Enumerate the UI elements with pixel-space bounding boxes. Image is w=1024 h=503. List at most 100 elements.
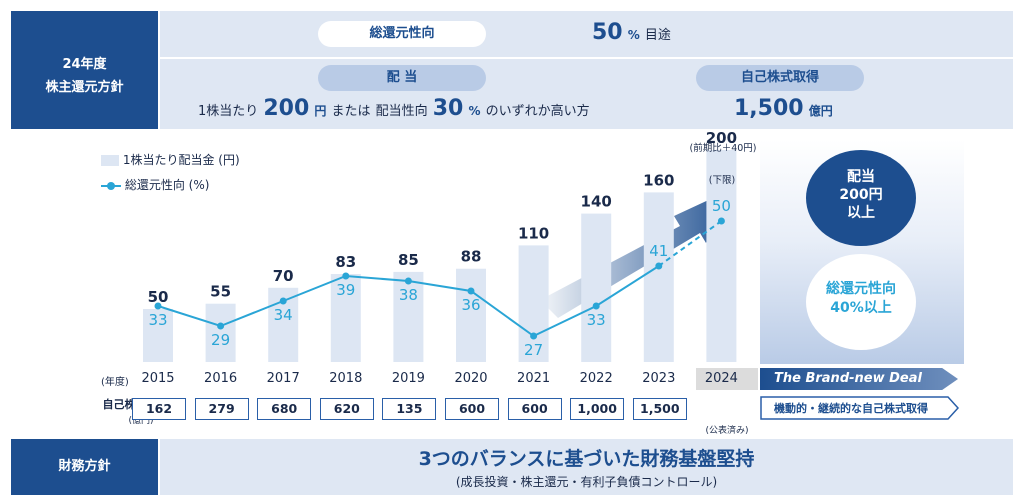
legend-bar-label: 1株当たり配当金 (円) bbox=[122, 153, 240, 167]
legend-line: 総還元性向 (%) bbox=[101, 176, 240, 194]
total-return-line-forecast bbox=[658, 220, 722, 267]
dividend-desc-4: のいずれか高い方 bbox=[485, 104, 590, 119]
buyback-value-2020: 600 bbox=[445, 398, 499, 420]
dividend-goal-line3: 以上 bbox=[847, 205, 875, 221]
buyback-value-2022: 1,000 bbox=[570, 398, 625, 420]
year-label-2019: 2019 bbox=[391, 371, 425, 386]
dividend-ratio-unit: % bbox=[468, 104, 481, 118]
year-label-2016: 2016 bbox=[204, 371, 238, 386]
year-label-2024: 2024 bbox=[704, 371, 738, 386]
dividend-label-2016: 55 bbox=[210, 283, 231, 301]
total-return-point-2019 bbox=[404, 277, 412, 285]
total-return-value: 50 bbox=[592, 20, 623, 45]
buyback-pill: 自己株式取得 bbox=[696, 65, 864, 91]
year-2024-highlight bbox=[696, 368, 758, 390]
dividend-bar-2022 bbox=[581, 213, 612, 362]
total-return-label-2020: 36 bbox=[461, 296, 480, 314]
dividend-label-2023: 160 bbox=[643, 171, 674, 189]
total-return-goal-line2: 40%以上 bbox=[830, 300, 892, 316]
annotation-2024-top: (前期比＋40円) bbox=[689, 143, 757, 154]
total-return-label-2024: 50 bbox=[712, 197, 731, 215]
policy-label-line2: 株主還元方針 bbox=[45, 80, 124, 95]
buyback-amount: 1,500 bbox=[734, 96, 804, 121]
dividend-label-2021: 110 bbox=[518, 224, 549, 242]
dividend-bar-2021 bbox=[518, 245, 549, 362]
total-return-label-2021: 27 bbox=[524, 341, 543, 359]
buyback-unit: 億円 bbox=[808, 104, 833, 118]
total-return-point-2022 bbox=[592, 302, 600, 310]
dividend-goal-circle: 配当 200円 以上 bbox=[806, 150, 916, 246]
dividend-goal-line2: 200円 bbox=[839, 187, 883, 203]
dividend-goal-line1: 配当 bbox=[847, 169, 875, 185]
year-label-2015: 2015 bbox=[141, 371, 175, 386]
dividend-bar-2016 bbox=[205, 303, 236, 362]
year-label-2017: 2017 bbox=[266, 371, 300, 386]
total-return-goal-circle: 総還元性向 40%以上 bbox=[806, 254, 916, 350]
total-return-label-2017: 34 bbox=[274, 306, 293, 324]
year-label-2023: 2023 bbox=[642, 371, 676, 386]
dividend-description: 1株当たり 200 円 または 配当性向 30 % のいずれか高い方 bbox=[198, 96, 590, 121]
policy-section-label: 24年度 株主還元方針 bbox=[11, 11, 158, 129]
dividend-label-2017: 70 bbox=[273, 267, 294, 285]
dividend-label-2020: 88 bbox=[461, 248, 482, 266]
total-return-pill: 総還元性向 bbox=[318, 21, 486, 47]
total-return-goal-line1: 総還元性向 bbox=[826, 281, 896, 297]
dividend-label-2018: 83 bbox=[335, 253, 356, 271]
total-return-label-2016: 29 bbox=[211, 331, 230, 349]
buyback-value-2015: 162 bbox=[132, 398, 186, 420]
total-return-point-2018 bbox=[342, 272, 350, 280]
dividend-ratio: 30 bbox=[432, 96, 464, 121]
legend-line-label: 総還元性向 (%) bbox=[124, 178, 210, 192]
total-return-point-2017 bbox=[279, 297, 287, 305]
buyback-arrow: 機動的・継続的な自己株式取得 bbox=[760, 396, 960, 420]
total-return-point-2015 bbox=[154, 302, 162, 310]
buyback-value-2017: 680 bbox=[257, 398, 312, 420]
total-return-label-2019: 38 bbox=[399, 286, 418, 304]
total-return-point-2024 bbox=[717, 217, 725, 225]
brand-banner-text: The Brand-new Deal bbox=[774, 371, 922, 386]
dividend-desc-1: 1株当たり bbox=[198, 104, 259, 119]
dividend-desc-2: または bbox=[331, 104, 371, 119]
dividend-bar-2015 bbox=[143, 309, 173, 362]
buyback-note: (公表済み) bbox=[705, 426, 749, 436]
dividend-label-2019: 85 bbox=[398, 251, 419, 269]
dividend-unit: 円 bbox=[314, 104, 327, 118]
legend-bar: 1株当たり配当金 (円) bbox=[101, 151, 240, 169]
buyback-value-2018: 620 bbox=[319, 398, 374, 420]
legend-bar-swatch bbox=[101, 155, 119, 166]
dividend-amount: 200 bbox=[263, 96, 310, 121]
policy-panel-top bbox=[160, 11, 1013, 57]
finance-sub: (成長投資・株主還元・有利子負債コントロール) bbox=[455, 475, 718, 489]
total-return-point-2020 bbox=[467, 287, 475, 295]
year-label-2021: 2021 bbox=[517, 371, 551, 386]
legend: 1株当たり配当金 (円) 総還元性向 (%) bbox=[101, 151, 240, 194]
finance-panel: 3つのバランスに基づいた財務基盤堅持 (成長投資・株主還元・有利子負債コントロー… bbox=[160, 439, 1013, 495]
total-return-target: 50 % 目途 bbox=[592, 20, 671, 45]
dividend-bar-2024 bbox=[706, 150, 737, 362]
finance-section-label: 財務方針 bbox=[11, 439, 158, 495]
total-return-label-2022: 33 bbox=[587, 311, 606, 329]
dividend-bar-2018 bbox=[330, 274, 361, 362]
buyback-row-unit: (億円) bbox=[128, 416, 154, 426]
dividend-bar-2023 bbox=[643, 192, 674, 362]
finance-headline: 3つのバランスに基づいた財務基盤堅持 bbox=[418, 448, 755, 470]
total-return-point-2023 bbox=[655, 262, 663, 270]
dividend-label-2015: 50 bbox=[148, 288, 169, 306]
total-return-label-2015: 33 bbox=[148, 311, 167, 329]
policy-label-line1: 24年度 bbox=[62, 57, 107, 72]
total-return-label-2023: 41 bbox=[649, 242, 668, 260]
buyback-value-2016: 279 bbox=[194, 398, 249, 420]
dividend-label-2022: 140 bbox=[581, 193, 612, 211]
dividend-bar-2019 bbox=[393, 271, 424, 362]
year-label-2020: 2020 bbox=[454, 371, 488, 386]
dividend-bar-2020 bbox=[456, 268, 486, 362]
legend-line-swatch bbox=[101, 181, 121, 190]
total-return-suffix: 目途 bbox=[644, 28, 671, 43]
dividend-desc-3: 配当性向 bbox=[375, 104, 428, 119]
dividend-pill: 配 当 bbox=[318, 65, 486, 91]
total-return-point-2021 bbox=[530, 332, 538, 340]
total-return-point-2016 bbox=[217, 322, 225, 330]
total-return-unit: % bbox=[627, 28, 640, 42]
buyback-arrow-text: 機動的・継続的な自己株式取得 bbox=[774, 402, 928, 415]
